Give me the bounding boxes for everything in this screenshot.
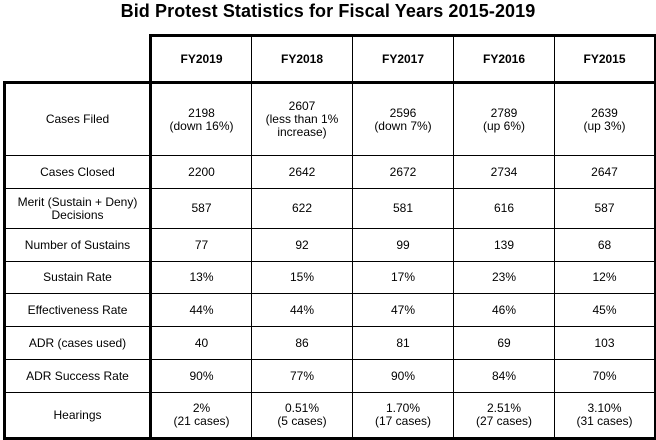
table-row: ADR Success Rate 90% 77% 90% 84% 70% [3, 359, 656, 393]
table-cell: 2607 (less than 1% increase) [251, 82, 353, 156]
table-cell: 2647 [554, 155, 656, 189]
table-cell: 587 [150, 188, 252, 229]
table-cell: 2734 [453, 155, 555, 189]
table-cell: 81 [352, 326, 454, 360]
row-label: Number of Sustains [3, 228, 152, 262]
table-cell: 92 [251, 228, 353, 262]
table-cell: 1.70% (17 cases) [352, 392, 454, 440]
table-cell: 139 [453, 228, 555, 262]
column-header: FY2019 [150, 34, 252, 84]
table-row: Effectiveness Rate 44% 44% 47% 46% 45% [3, 293, 656, 327]
table-cell: 90% [150, 359, 252, 393]
cell-line: (less than 1% [265, 112, 339, 126]
table-cell: 40 [150, 326, 252, 360]
cell-line: 1.70% [385, 401, 421, 415]
cell-line: (21 cases) [173, 414, 230, 428]
table-row: Number of Sustains 77 92 99 139 68 [3, 228, 656, 262]
table-cell: 47% [352, 293, 454, 327]
row-label: ADR Success Rate [3, 359, 152, 393]
cell-line: 2639 [591, 105, 618, 120]
cell-line: (down 16%) [169, 118, 234, 133]
corner-cell [4, 35, 152, 84]
table-row: Merit (Sustain + Deny) Decisions 587 622 … [3, 188, 656, 229]
table-cell: 3.10% (31 cases) [554, 392, 656, 440]
header-row: FY2019 FY2018 FY2017 FY2016 FY2015 [4, 34, 656, 84]
table-row: Hearings 2% (21 cases) 0.51% (5 cases) 1.7… [3, 392, 656, 440]
row-label-line: Decisions [51, 207, 104, 222]
table-cell: 45% [554, 293, 656, 327]
table-cell: 44% [150, 293, 252, 327]
row-label: Cases Filed [3, 82, 152, 156]
table-cell: 90% [352, 359, 454, 393]
table-cell: 70% [554, 359, 656, 393]
cell-line: 0.51% [284, 401, 320, 415]
table-row: Sustain Rate 13% 15% 17% 23% 12% [3, 261, 656, 294]
column-header: FY2016 [453, 34, 555, 84]
cell-line: 3.10% [587, 401, 622, 415]
table-cell: 69 [453, 326, 555, 360]
cell-line: 2789 [490, 105, 518, 120]
cell-line: 2.51% [486, 401, 522, 415]
table-cell: 86 [251, 326, 353, 360]
table-cell: 15% [251, 261, 353, 294]
row-label: Hearings [3, 392, 152, 440]
column-header: FY2018 [251, 34, 353, 84]
table-cell: 17% [352, 261, 454, 294]
table-cell: 581 [352, 188, 454, 229]
row-label: Sustain Rate [3, 261, 152, 294]
table-cell: 2% (21 cases) [150, 392, 252, 440]
table-cell: 2198 (down 16%) [150, 82, 252, 156]
table-cell: 99 [352, 228, 454, 262]
table-cell: 12% [554, 261, 656, 294]
row-label-line: Merit (Sustain + Deny) [17, 194, 138, 209]
table-cell: 44% [251, 293, 353, 327]
cell-line: increase) [277, 125, 327, 139]
table-cell: 2200 [150, 155, 252, 189]
table-cell: 68 [554, 228, 656, 262]
row-label: Effectiveness Rate [3, 293, 152, 327]
cell-line: 2198 [188, 105, 215, 120]
table-cell: 77 [150, 228, 252, 262]
table-cell: 23% [453, 261, 555, 294]
column-header: FY2015 [554, 34, 656, 84]
table-row: Cases Closed 2200 2642 2672 2734 2647 [3, 155, 656, 189]
table-cell: 46% [453, 293, 555, 327]
table-cell: 622 [251, 188, 353, 229]
column-header: FY2017 [352, 34, 454, 84]
table-cell: 2672 [352, 155, 454, 189]
table-cell: 13% [150, 261, 252, 294]
cell-line: (down 7%) [374, 118, 432, 133]
cell-line: (5 cases) [277, 414, 327, 428]
table-row: ADR (cases used) 40 86 81 69 103 [3, 326, 656, 360]
table-cell: 2.51% (27 cases) [453, 392, 555, 440]
cell-line: (31 cases) [576, 414, 633, 428]
cell-line: 2596 [389, 105, 417, 120]
table-cell: 2596 (down 7%) [352, 82, 454, 156]
table-cell: 2642 [251, 155, 353, 189]
page-title: Bid Protest Statistics for Fiscal Years … [120, 1, 536, 21]
cell-line: (up 6%) [482, 118, 526, 133]
table-cell: 616 [453, 188, 555, 229]
row-label: Cases Closed [3, 155, 152, 189]
table-cell: 2789 (up 6%) [453, 82, 555, 156]
table-cell: 587 [554, 188, 656, 229]
cell-line: (17 cases) [374, 414, 432, 428]
table-cell: 103 [554, 326, 656, 360]
cell-line: 2607 [288, 99, 316, 113]
statistics-table: FY2019 FY2018 FY2017 FY2016 FY2015 Cases… [3, 34, 656, 440]
table-cell: 84% [453, 359, 555, 393]
table-cell: 2639 (up 3%) [554, 82, 656, 156]
table-cell: 77% [251, 359, 353, 393]
cell-line: (27 cases) [475, 414, 533, 428]
row-label: ADR (cases used) [3, 326, 152, 360]
row-label: Merit (Sustain + Deny) Decisions [3, 188, 152, 229]
table-row: Cases Filed 2198 (down 16%) 2607 (less tha… [3, 82, 656, 156]
cell-line: 2% [192, 401, 211, 415]
table-cell: 0.51% (5 cases) [251, 392, 353, 440]
cell-line: (up 3%) [583, 118, 626, 133]
